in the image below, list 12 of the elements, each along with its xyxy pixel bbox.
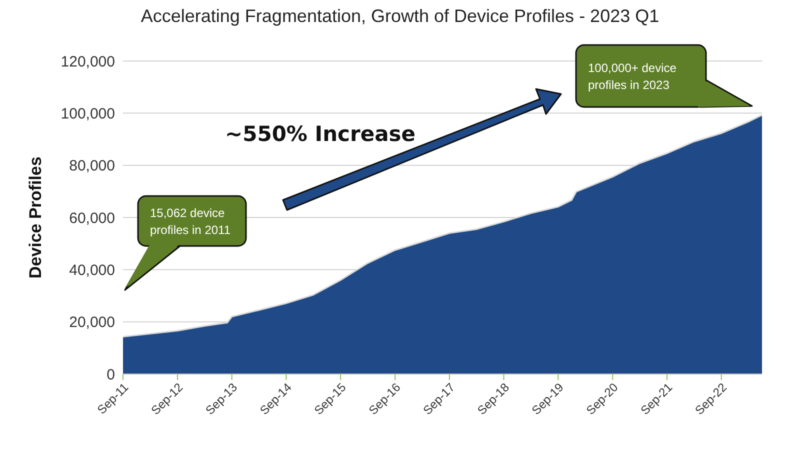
y-axis-title: Device Profiles bbox=[26, 156, 46, 278]
y-tick-label: 80,000 bbox=[69, 158, 115, 175]
y-tick-label: 120,000 bbox=[60, 53, 115, 70]
y-tick-label: 100,000 bbox=[60, 105, 115, 122]
y-tick-label: 0 bbox=[106, 366, 115, 384]
chart-title: Accelerating Fragmentation, Growth of Device Profiles - 2023 Q1 bbox=[140, 6, 660, 27]
annotation: 100,000+ device profiles in 2023 bbox=[588, 61, 677, 92]
y-tick-label: 20,000 bbox=[69, 314, 115, 332]
annotation: ~550% Increase bbox=[225, 122, 416, 146]
annotation: 15,062 device profiles in 2011 bbox=[150, 206, 231, 237]
y-tick-label: 40,000 bbox=[69, 262, 115, 279]
y-tick-label: 60,000 bbox=[69, 210, 115, 227]
